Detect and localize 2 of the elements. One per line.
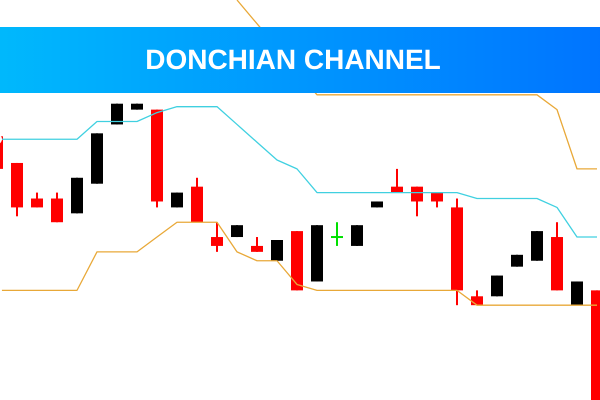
candlestick — [331, 222, 343, 246]
chart-title: DONCHIAN CHANNEL — [145, 44, 441, 76]
